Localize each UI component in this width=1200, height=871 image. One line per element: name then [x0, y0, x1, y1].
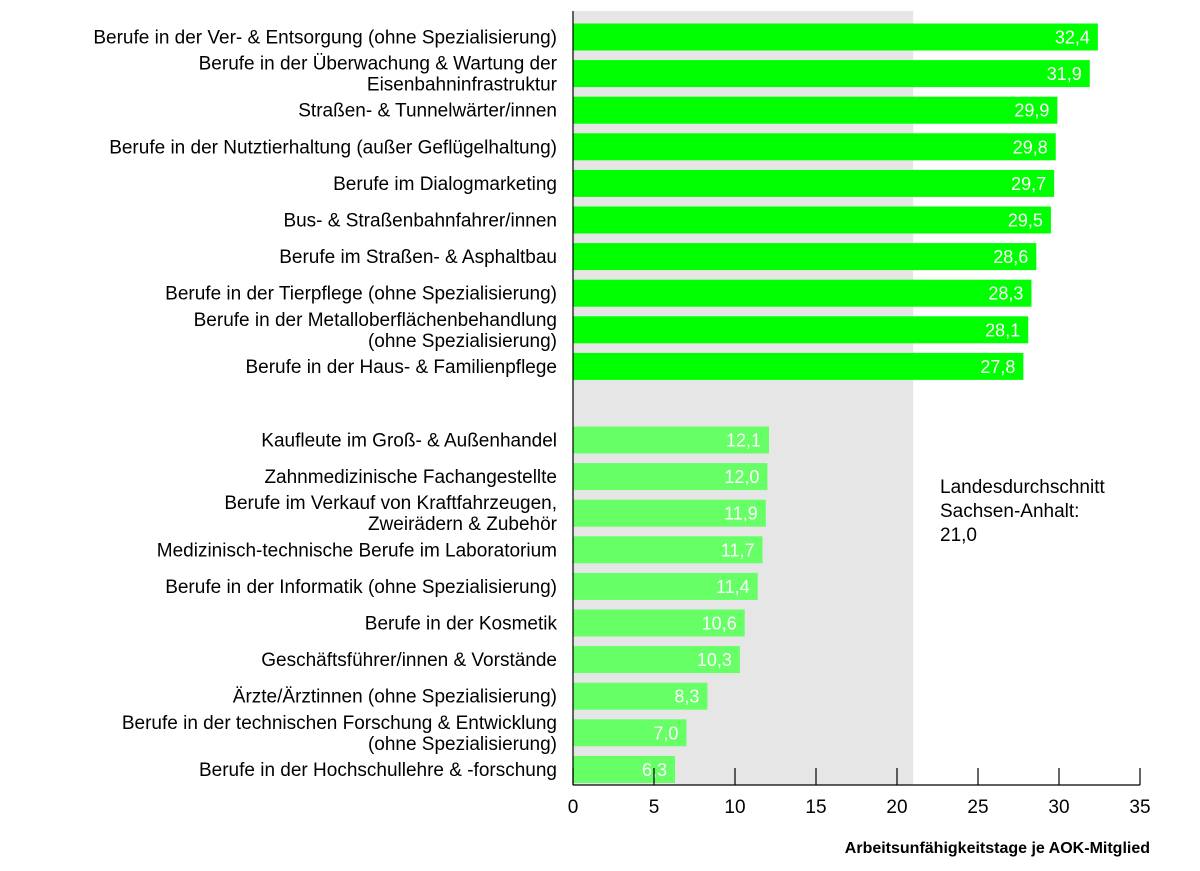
value-label: 27,8 — [980, 357, 1015, 377]
category-label: Ärzte/Ärztinnen (ohne Spezialisierung) — [233, 687, 557, 708]
bars: 32,4 31,9 29,9 29,8 29,7 29,5 28,6 28,3 28,1 27,8… — [573, 23, 1098, 783]
category-label: Berufe in der Ver- & Entsorgung (ohne Sp… — [93, 28, 557, 49]
value-label: 28,3 — [988, 284, 1023, 304]
bar — [573, 499, 766, 527]
value-label: 11,9 — [724, 504, 758, 524]
bar — [573, 755, 676, 783]
category-label: Medizinisch-technische Berufe im Laborat… — [157, 540, 557, 561]
value-label: 11,7 — [721, 540, 755, 560]
reference-annotation: Landesdurchschnitt Sachsen-Anhalt: 21,0 — [940, 477, 1105, 546]
category-label: Berufe im Straßen- & Asphaltbau — [279, 247, 557, 268]
value-label: 28,6 — [993, 247, 1028, 267]
value-label: 12,1 — [726, 431, 761, 451]
value-label: 8,3 — [674, 687, 699, 707]
bar — [573, 463, 768, 491]
bar — [573, 426, 770, 454]
tick-label: 5 — [649, 797, 660, 818]
value-label: 7,0 — [653, 723, 678, 743]
category-label: Berufe in der technischen Forschung & En… — [122, 713, 557, 755]
bar — [573, 243, 1037, 271]
category-label: Berufe in der Kosmetik — [365, 614, 558, 635]
value-label: 12,0 — [724, 467, 759, 487]
bar — [573, 316, 1029, 344]
bar — [573, 352, 1024, 380]
bar — [573, 719, 687, 747]
tick-label: 10 — [724, 797, 745, 818]
tick-label: 35 — [1129, 797, 1150, 818]
value-label: 29,7 — [1011, 174, 1046, 194]
bar — [573, 279, 1032, 307]
value-label: 28,1 — [985, 320, 1020, 340]
value-label: 32,4 — [1055, 28, 1090, 48]
bar — [573, 572, 758, 600]
bar — [573, 169, 1055, 197]
tick-label: 25 — [967, 797, 988, 818]
bar — [573, 646, 740, 674]
tick-label: 20 — [886, 797, 907, 818]
bar — [573, 60, 1090, 88]
value-label: 11,4 — [716, 577, 750, 597]
value-label: 10,3 — [697, 650, 732, 670]
x-axis-title: Arbeitsunfähigkeitstage je AOK-Mitglied — [845, 840, 1150, 857]
bar — [573, 133, 1056, 161]
category-label: Bus- & Straßenbahnfahrer/innen — [283, 211, 557, 232]
tick-label: 15 — [805, 797, 826, 818]
bar — [573, 682, 708, 710]
value-label: 29,9 — [1014, 101, 1049, 121]
bar — [573, 609, 745, 637]
bar — [573, 536, 763, 564]
value-label: 29,8 — [1013, 137, 1048, 157]
category-label: Berufe in der Hochschullehre & -forschun… — [199, 760, 557, 781]
x-axis-ticks: 0 5 10 15 20 25 30 35 — [568, 768, 1151, 818]
category-label: Straßen- & Tunnelwärter/innen — [298, 101, 557, 122]
bar — [573, 23, 1098, 51]
tick-label: 0 — [568, 797, 579, 818]
category-label: Berufe im Verkauf von Kraftfahrzeugen, Zw… — [224, 493, 557, 535]
value-label: 29,5 — [1008, 211, 1043, 231]
category-label: Geschäftsführer/innen & Vorstände — [261, 650, 557, 671]
category-label: Berufe im Dialogmarketing — [333, 174, 557, 195]
value-label: 10,6 — [702, 614, 737, 634]
category-label: Berufe in der Nutztierhaltung (außer Gef… — [109, 137, 557, 158]
category-label: Berufe in der Tierpflege (ohne Spezialis… — [165, 284, 557, 305]
bar — [573, 96, 1058, 124]
category-label: Kaufleute im Groß- & Außenhandel — [261, 431, 557, 452]
category-label: Berufe in der Überwachung & Wartung der E… — [199, 54, 558, 96]
bar — [573, 206, 1051, 234]
category-label: Berufe in der Informatik (ohne Spezialis… — [165, 577, 557, 598]
category-label: Berufe in der Haus- & Familienpflege — [245, 357, 557, 378]
value-label: 31,9 — [1047, 64, 1082, 84]
category-labels: Berufe in der Ver- & Entsorgung (ohne Sp… — [93, 28, 557, 781]
category-label: Zahnmedizinische Fachangestellte — [264, 467, 557, 488]
tick-label: 30 — [1048, 797, 1069, 818]
category-label: Berufe in der Metalloberflächenbehandlun… — [194, 310, 557, 352]
